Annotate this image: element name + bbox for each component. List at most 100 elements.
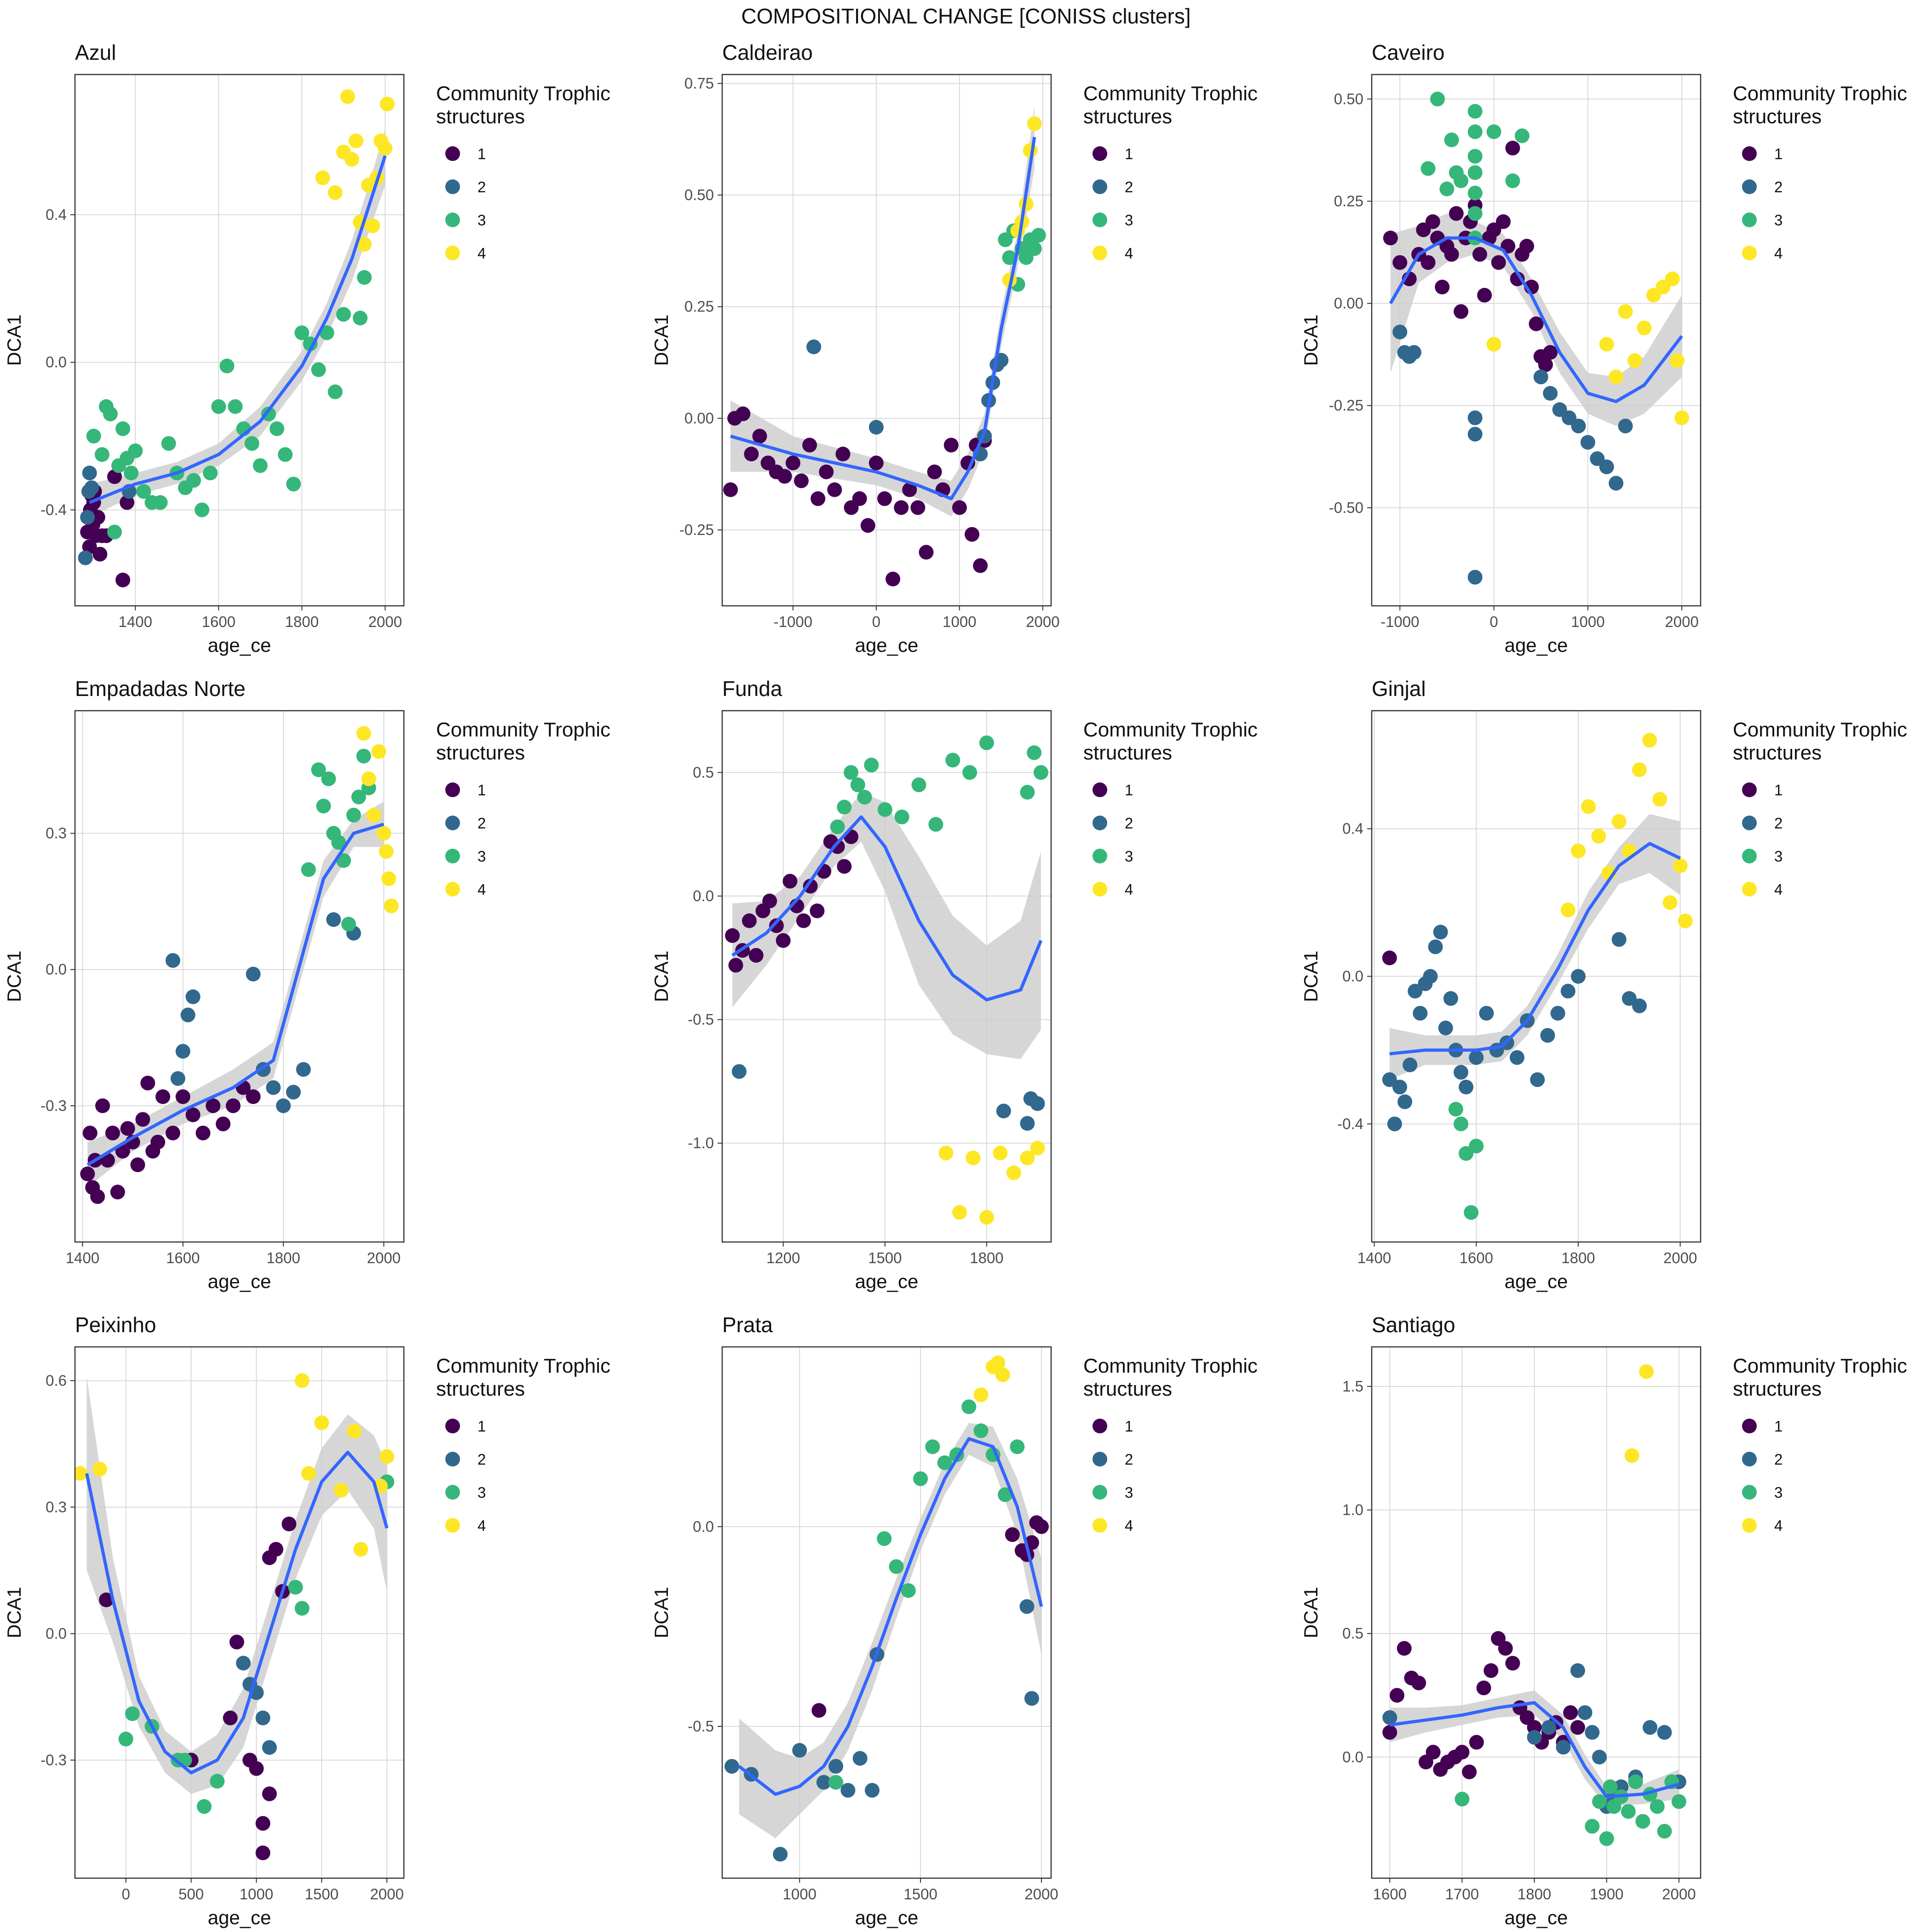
legend-title: Community Trophic <box>436 1355 610 1377</box>
data-point <box>860 518 875 533</box>
x-tick-label: 1000 <box>1571 613 1604 630</box>
data-point <box>1592 1749 1607 1765</box>
data-point <box>1510 271 1525 287</box>
data-point <box>118 1731 133 1747</box>
data-point <box>380 97 395 112</box>
x-tick-label: 1400 <box>66 1249 99 1266</box>
data-point <box>1560 903 1576 918</box>
legend-key <box>445 882 460 897</box>
data-point <box>128 443 143 459</box>
data-point <box>1392 255 1408 270</box>
x-tick-label: 1500 <box>868 1249 902 1266</box>
data-point <box>255 1816 270 1831</box>
x-tick-label: 2000 <box>368 613 402 630</box>
series-1 <box>811 1515 1049 1718</box>
data-point <box>1472 247 1487 262</box>
data-point <box>75 1466 88 1481</box>
data-point <box>196 1799 212 1814</box>
data-point <box>1479 1006 1494 1021</box>
legend-key <box>445 246 460 260</box>
data-point <box>269 421 284 436</box>
legend-label: 3 <box>1125 1484 1133 1501</box>
data-point <box>966 1150 981 1166</box>
data-point <box>286 477 301 492</box>
legend-label: 1 <box>1774 782 1782 799</box>
data-point <box>1030 1140 1045 1156</box>
data-point <box>1577 1705 1593 1720</box>
data-point <box>1428 939 1443 954</box>
x-tick-label: 1000 <box>943 613 976 630</box>
panel-peixinho: Peixinho 0 500 1000 1500 2000 -0.3 0.0 0.3 0.6 age… <box>3 1313 610 1928</box>
data-point <box>1556 1740 1571 1755</box>
data-point <box>1420 161 1436 176</box>
y-tick-label: 0.4 <box>46 206 67 223</box>
series-4 <box>75 1373 395 1557</box>
y-tick-label: -0.4 <box>40 501 67 518</box>
y-tick-label: -0.25 <box>1329 397 1363 414</box>
legend-label: 4 <box>1774 245 1782 262</box>
legend-key <box>1742 146 1757 161</box>
smooth-line <box>85 1450 389 1775</box>
panel-title: Peixinho <box>75 1313 156 1337</box>
data-point <box>1467 104 1483 119</box>
x-tick-label: 2000 <box>370 1886 403 1903</box>
legend-label: 3 <box>1774 212 1782 229</box>
confidence-ribbon <box>730 105 1035 517</box>
legend-title: structures <box>1083 1378 1172 1400</box>
smooth-line <box>731 815 1043 1001</box>
data-point <box>249 1761 264 1776</box>
data-point <box>901 1583 916 1598</box>
series-3 <box>1420 92 1530 246</box>
grid-lines <box>722 75 1051 606</box>
data-point <box>1019 1599 1035 1614</box>
series-3 <box>86 270 372 540</box>
panel-title: Empadadas Norte <box>75 677 246 701</box>
data-point <box>1024 1691 1039 1706</box>
data-point <box>852 1751 868 1766</box>
data-point <box>1621 1804 1636 1819</box>
data-point <box>1543 386 1558 401</box>
panel-border <box>74 710 405 1243</box>
legend-title: structures <box>436 105 525 128</box>
plot-area <box>1382 1364 1686 1846</box>
data-point <box>82 1126 98 1141</box>
data-point <box>262 1786 277 1801</box>
data-point <box>185 1107 201 1122</box>
x-tick-label: -1000 <box>774 613 812 630</box>
data-point <box>1650 1799 1665 1814</box>
panel-title: Caldeirao <box>722 40 813 64</box>
data-point <box>1657 1823 1672 1839</box>
data-point <box>78 550 93 565</box>
y-tick-label: 0.5 <box>693 764 714 781</box>
data-point <box>110 1184 125 1200</box>
data-point <box>1453 1065 1468 1080</box>
data-point <box>135 1112 150 1127</box>
data-point <box>1624 1448 1639 1463</box>
data-point <box>1444 247 1459 262</box>
y-tick-label: 0.3 <box>46 1498 67 1515</box>
data-point <box>255 1710 270 1725</box>
data-point <box>1392 1080 1407 1095</box>
legend-key <box>445 849 460 863</box>
legend-title: structures <box>1733 1378 1822 1400</box>
data-point <box>1454 304 1469 319</box>
data-point <box>1599 459 1614 474</box>
data-point <box>1476 1680 1491 1696</box>
y-tick-label: 0.0 <box>693 1518 714 1535</box>
x-tick-label: 1400 <box>1357 1249 1391 1266</box>
data-point <box>1425 214 1440 229</box>
legend-label: 2 <box>477 815 486 832</box>
data-point <box>196 1126 211 1141</box>
data-point <box>186 473 201 488</box>
data-point <box>153 495 168 510</box>
data-point <box>1455 1745 1470 1760</box>
confidence-ribbon <box>739 1423 1041 1839</box>
legend-key <box>1092 1518 1107 1533</box>
data-point <box>1599 337 1614 352</box>
legend-key <box>1092 246 1107 260</box>
legend-key <box>1092 882 1107 897</box>
data-point <box>1599 1831 1614 1846</box>
legend-label: 1 <box>477 1418 486 1435</box>
data-point <box>357 270 372 285</box>
